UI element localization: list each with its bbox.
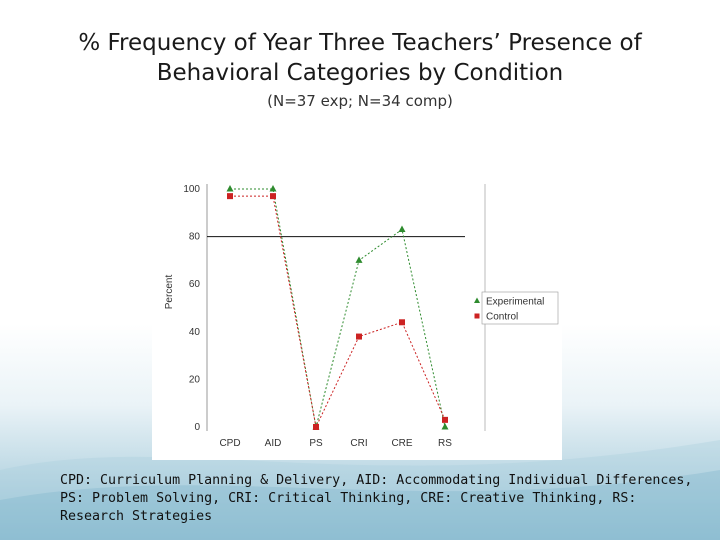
y-axis-label: Percent	[164, 275, 175, 310]
legend-label-experimental: Experimental	[486, 297, 544, 308]
x-tick-label-cri: CRI	[350, 438, 367, 449]
point-control-aid	[270, 193, 276, 200]
line-chart: 0 20 40 60 80 100 Percent CPD AID PS CRI CRE RS Exper…	[164, 184, 559, 449]
point-control-cpd	[227, 193, 233, 200]
legend-box	[481, 291, 559, 325]
legend-label-control: Control	[486, 312, 518, 323]
series-line-control	[230, 195, 446, 429]
y-tick-label-80: 80	[189, 232, 201, 243]
point-experimental-cre	[398, 225, 406, 232]
y-tick-label-60: 60	[189, 279, 201, 290]
x-tick-label-ps: PS	[309, 438, 323, 449]
series-line-experimental	[230, 188, 446, 428]
legend-marker-control	[474, 313, 480, 319]
point-control-cre	[399, 319, 405, 326]
x-tick-label-cpd: CPD	[219, 438, 240, 449]
point-experimental-aid	[269, 185, 277, 192]
x-tick-label-cre: CRE	[391, 438, 412, 449]
point-control-ps	[313, 424, 319, 430]
slide-title-line-2: Behavioral Categories by Condition	[156, 60, 564, 86]
x-tick-label-aid: AID	[265, 438, 282, 449]
y-tick-label-0: 0	[194, 422, 200, 433]
chart-panel: 0 20 40 60 80 100 Percent CPD AID PS CRI CRE RS Exper…	[152, 174, 562, 460]
slide-title: % Frequency of Year Three Teachers’ Pres…	[0, 28, 720, 88]
slide-title-line-1: % Frequency of Year Three Teachers’ Pres…	[78, 30, 642, 56]
point-control-cri	[356, 333, 362, 340]
point-control-rs	[442, 416, 448, 423]
y-tick-label-100: 100	[183, 184, 200, 195]
y-tick-label-20: 20	[189, 374, 201, 385]
slide-subtitle: (N=37 exp; N=34 comp)	[267, 92, 453, 110]
y-tick-label-40: 40	[189, 327, 201, 338]
footnote: CPD: Curriculum Planning & Delivery, AID…	[60, 473, 693, 524]
point-experimental-rs	[441, 423, 449, 430]
point-experimental-cpd	[226, 185, 234, 192]
point-experimental-cri	[355, 256, 363, 263]
legend-marker-experimental	[474, 297, 480, 303]
x-tick-label-rs: RS	[438, 438, 452, 449]
